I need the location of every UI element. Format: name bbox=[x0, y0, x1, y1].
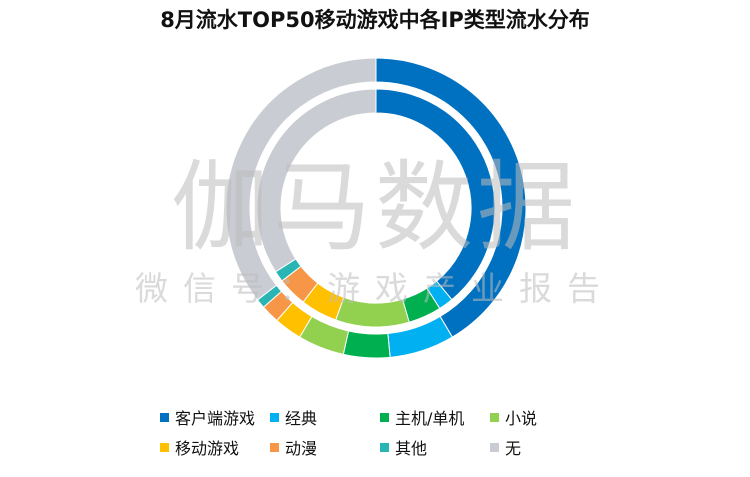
legend-swatch bbox=[160, 412, 169, 422]
legend-swatch bbox=[380, 442, 389, 452]
legend-item: 移动游戏 bbox=[160, 435, 239, 459]
legend-label: 客户端游戏 bbox=[175, 409, 256, 428]
outer-slice-2 bbox=[342, 330, 391, 359]
chart-title: 8月流水TOP50移动游戏中各IP类型流水分布 bbox=[160, 8, 590, 32]
legend-swatch bbox=[490, 442, 499, 452]
legend-swatch bbox=[270, 412, 279, 422]
legend-swatch bbox=[380, 412, 389, 422]
legend-label: 无 bbox=[505, 439, 522, 458]
legend-item: 无 bbox=[490, 435, 521, 459]
watermark-main: 伽马数据 bbox=[170, 151, 579, 265]
legend-item: 客户端游戏 bbox=[160, 405, 255, 429]
legend-label: 其他 bbox=[395, 439, 428, 458]
inner-slice-7 bbox=[256, 88, 377, 273]
legend-item: 动漫 bbox=[270, 435, 317, 459]
legend-swatch bbox=[160, 442, 169, 452]
outer-ring bbox=[225, 57, 527, 359]
inner-ring bbox=[256, 88, 496, 328]
legend-swatch bbox=[270, 442, 279, 452]
outer-slice-7 bbox=[225, 57, 377, 301]
legend-label: 小说 bbox=[505, 409, 538, 428]
legend-label: 主机/单机 bbox=[395, 409, 465, 428]
watermark-sub: 微信号：游戏产业报告 bbox=[135, 269, 615, 308]
legend-label: 经典 bbox=[285, 409, 318, 428]
legend-item: 其他 bbox=[380, 435, 427, 459]
legend-item: 主机/单机 bbox=[380, 405, 464, 429]
legend-label: 动漫 bbox=[285, 439, 318, 458]
legend-item: 小说 bbox=[490, 405, 537, 429]
legend-swatch bbox=[490, 412, 499, 422]
legend-label: 移动游戏 bbox=[175, 439, 240, 458]
legend-item: 经典 bbox=[270, 405, 317, 429]
